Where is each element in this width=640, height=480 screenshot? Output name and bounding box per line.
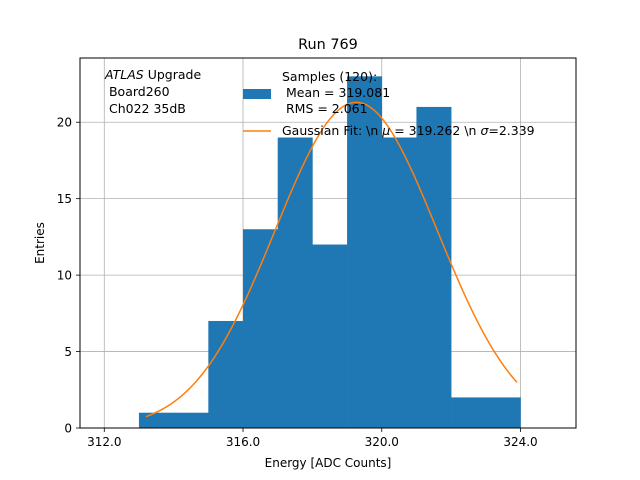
x-axis-ticks: 312.0 316.0 320.0 324.0 [87,428,538,449]
legend-fit: Gaussian Fit: \n μ = 319.262 \n σ=2.339 [282,123,535,138]
annotation-line-2: Board260 [105,84,170,99]
y-tick-label: 15 [57,192,72,206]
x-axis-label: Energy [ADC Counts] [265,456,392,470]
histogram-bar [243,229,279,428]
histogram-bar [381,137,417,428]
histogram-bar [416,106,452,428]
annotation: ATLAS Upgrade Board260 Ch022 35dB [104,67,201,116]
y-tick-label: 5 [64,345,72,359]
histogram-bar [312,244,348,428]
annotation-line-1: ATLAS Upgrade [104,67,201,82]
y-tick-label: 10 [57,269,72,283]
x-tick-label: 324.0 [503,435,537,449]
gaussian-fit [145,101,518,418]
chart-title: Run 769 [298,37,358,53]
annotation-atlas: ATLAS [104,67,144,82]
histogram-bars [138,76,521,428]
x-tick-label: 320.0 [365,435,399,449]
x-tick-label: 312.0 [87,435,121,449]
fit-curve-line [145,101,518,418]
legend-bar-swatch [243,89,271,99]
histogram-bar [347,76,383,428]
annotation-upgrade: Upgrade [144,67,202,82]
x-tick-label: 316.0 [226,435,260,449]
y-axis-label: Entries [33,222,47,264]
annotation-line-3: Ch022 35dB [105,101,186,116]
histogram-bar [173,412,209,428]
y-tick-label: 0 [64,422,72,436]
histogram-bar [277,137,313,428]
histogram-bar [485,397,521,428]
histogram-bar [138,412,174,428]
legend: Samples (120): Mean = 319.081 RMS = 2.06… [243,69,535,138]
histogram-bar [451,397,487,428]
legend-mean: Mean = 319.081 [282,85,390,100]
legend-rms: RMS = 2.061 [282,101,368,116]
legend-samples: Samples (120): [282,69,377,84]
y-tick-label: 20 [57,116,72,130]
y-axis-ticks: 0 5 10 15 20 [57,116,80,436]
plot-frame [79,57,577,429]
